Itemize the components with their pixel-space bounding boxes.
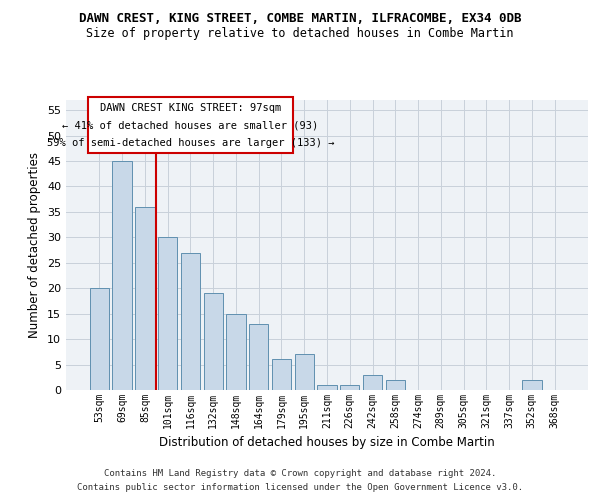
Bar xyxy=(181,252,200,390)
Bar xyxy=(226,314,245,390)
FancyBboxPatch shape xyxy=(88,98,293,154)
Text: Contains public sector information licensed under the Open Government Licence v3: Contains public sector information licen… xyxy=(77,484,523,492)
Bar xyxy=(249,324,268,390)
Text: Contains HM Land Registry data © Crown copyright and database right 2024.: Contains HM Land Registry data © Crown c… xyxy=(104,468,496,477)
Bar xyxy=(135,207,155,390)
Text: 59% of semi-detached houses are larger (133) →: 59% of semi-detached houses are larger (… xyxy=(47,138,334,148)
Text: DAWN CREST, KING STREET, COMBE MARTIN, ILFRACOMBE, EX34 0DB: DAWN CREST, KING STREET, COMBE MARTIN, I… xyxy=(79,12,521,26)
Bar xyxy=(295,354,314,390)
Bar xyxy=(340,385,359,390)
Bar xyxy=(272,360,291,390)
Text: ← 41% of detached houses are smaller (93): ← 41% of detached houses are smaller (93… xyxy=(62,120,319,130)
X-axis label: Distribution of detached houses by size in Combe Martin: Distribution of detached houses by size … xyxy=(159,436,495,450)
Bar xyxy=(112,161,132,390)
Text: DAWN CREST KING STREET: 97sqm: DAWN CREST KING STREET: 97sqm xyxy=(100,102,281,113)
Text: Size of property relative to detached houses in Combe Martin: Size of property relative to detached ho… xyxy=(86,28,514,40)
Bar xyxy=(386,380,405,390)
Bar xyxy=(90,288,109,390)
Bar xyxy=(203,294,223,390)
Bar xyxy=(158,238,178,390)
Bar xyxy=(522,380,542,390)
Bar xyxy=(317,385,337,390)
Bar xyxy=(363,374,382,390)
Y-axis label: Number of detached properties: Number of detached properties xyxy=(28,152,41,338)
